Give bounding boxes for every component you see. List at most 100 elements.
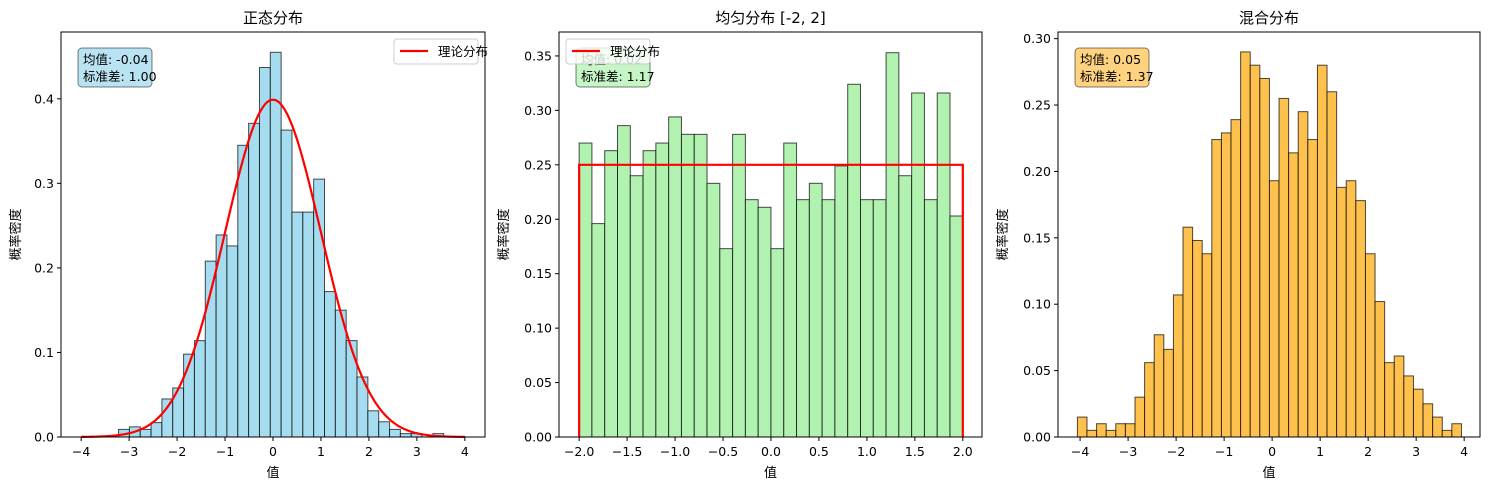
x-tick-label: 1 [1316, 444, 1324, 459]
x-tick-label: 0 [1268, 444, 1276, 459]
histogram-bar [1153, 334, 1165, 438]
histogram-bar [642, 150, 657, 438]
y-tick-label: 0.15 [1023, 230, 1051, 245]
histogram-bar [139, 428, 152, 438]
x-tick-label: 4 [461, 444, 469, 459]
histogram-bar [367, 410, 380, 438]
x-tick-label: −3 [120, 444, 138, 459]
histogram-bar [1259, 77, 1270, 438]
histogram-bar [193, 340, 206, 438]
histogram-bar [1201, 253, 1213, 438]
y-tick-label: 0.3 [34, 176, 54, 191]
histogram-bar [911, 92, 925, 438]
stats-box: 均值: -0.04 标准差: 1.00 [77, 47, 157, 88]
histogram-bar [226, 245, 239, 438]
x-tick-label: 1.5 [905, 444, 925, 459]
y-tick-label: 0.05 [524, 375, 552, 390]
theory-curve-line [81, 98, 465, 438]
y-tick-label: 0.05 [1023, 363, 1051, 378]
histogram-bar [399, 433, 412, 438]
y-tick-label: 0.10 [524, 321, 552, 336]
histogram-bar [1144, 362, 1155, 438]
chart-title: 正态分布 [243, 9, 303, 27]
histogram-bar [859, 199, 874, 438]
x-tick-label: 2.0 [953, 444, 973, 459]
histogram-bar [1307, 139, 1318, 438]
histogram-bar [1220, 132, 1232, 438]
x-tick-label: −2 [1167, 444, 1185, 459]
histogram-bar [161, 398, 174, 438]
histogram-bar [1441, 429, 1453, 438]
stats-box-background [77, 47, 153, 88]
axes-frame [1057, 31, 1481, 438]
y-axis-label: 概率密度 [995, 208, 1011, 260]
histogram-bar [237, 144, 250, 438]
histogram-bar [248, 122, 260, 438]
histogram-bar [1432, 416, 1443, 438]
y-tick-label: 0.10 [1023, 297, 1051, 312]
histogram-bar [1374, 301, 1386, 438]
x-tick-label: −2.0 [564, 444, 594, 459]
histogram-bar [655, 142, 670, 438]
histogram-bar [923, 199, 938, 438]
histogram-bar [1288, 152, 1299, 438]
x-tick-label: 3 [1412, 444, 1420, 459]
y-tick-label: 0.4 [34, 91, 54, 106]
histogram-bar [1278, 97, 1290, 438]
legend: 理论分布 [565, 38, 660, 65]
histogram-bar [1393, 355, 1405, 438]
x-tick-label: 3 [413, 444, 421, 459]
histogram-bar [1240, 51, 1251, 438]
histogram-bar [1316, 64, 1328, 438]
y-tick-label: 0.2 [34, 260, 54, 275]
histogram-bars [578, 52, 964, 438]
histogram-bar [1422, 403, 1434, 438]
y-tick-label: 0.30 [524, 103, 552, 118]
histogram-bar [1192, 239, 1203, 438]
histogram-bar [1412, 388, 1424, 438]
x-tick-label: 0.5 [809, 444, 829, 459]
histogram-bar [693, 133, 708, 438]
y-tick-label: 0.00 [524, 430, 552, 445]
theory-curve-line [578, 163, 964, 437]
histogram-bar [604, 150, 619, 438]
chart-title: 混合分布 [1239, 9, 1299, 27]
y-axis-label: 概率密度 [496, 208, 512, 260]
histogram-bar [1182, 226, 1194, 438]
x-tick-label: 0.0 [761, 444, 781, 459]
histogram-bar [936, 92, 951, 438]
histogram-bar [872, 199, 887, 438]
histogram-bar [1297, 111, 1309, 438]
x-axis-label: 值 [1262, 465, 1275, 481]
legend-frame [565, 38, 651, 65]
x-tick-label: 0 [269, 444, 277, 459]
histogram-bar [1364, 253, 1376, 438]
y-tick-label: 0.0 [34, 430, 54, 445]
histogram-bar [1336, 186, 1347, 438]
histogram-bar [378, 421, 391, 438]
stats-box: 均值: 0.05 标准差: 1.37 [1074, 47, 1154, 88]
histogram-bar [1384, 362, 1395, 438]
histogram-bar [1345, 180, 1357, 438]
histogram-bar [150, 422, 163, 438]
stats-std: 标准差: 1.00 [83, 69, 157, 84]
histogram-bar [744, 199, 759, 438]
histogram-bar [1134, 396, 1146, 438]
histogram-bar [783, 142, 798, 438]
x-tick-label: −0.5 [708, 444, 738, 459]
y-tick-label: 0.20 [1023, 164, 1051, 179]
histogram-bar [680, 133, 695, 438]
x-tick-label: −2 [168, 444, 186, 459]
y-tick-label: 0.1 [34, 345, 54, 360]
histogram-bar [808, 182, 823, 438]
x-tick-label: −4 [1071, 444, 1089, 459]
x-tick-label: 2 [1364, 444, 1372, 459]
histogram-bar [1355, 200, 1366, 438]
histogram-bar [291, 211, 304, 438]
histogram-bar [949, 215, 964, 438]
histogram-bar [1211, 139, 1222, 438]
stats-mean: 均值: -0.04 [83, 52, 149, 67]
histogram-bar [1326, 91, 1338, 438]
x-tick-label: −3 [1119, 444, 1137, 459]
